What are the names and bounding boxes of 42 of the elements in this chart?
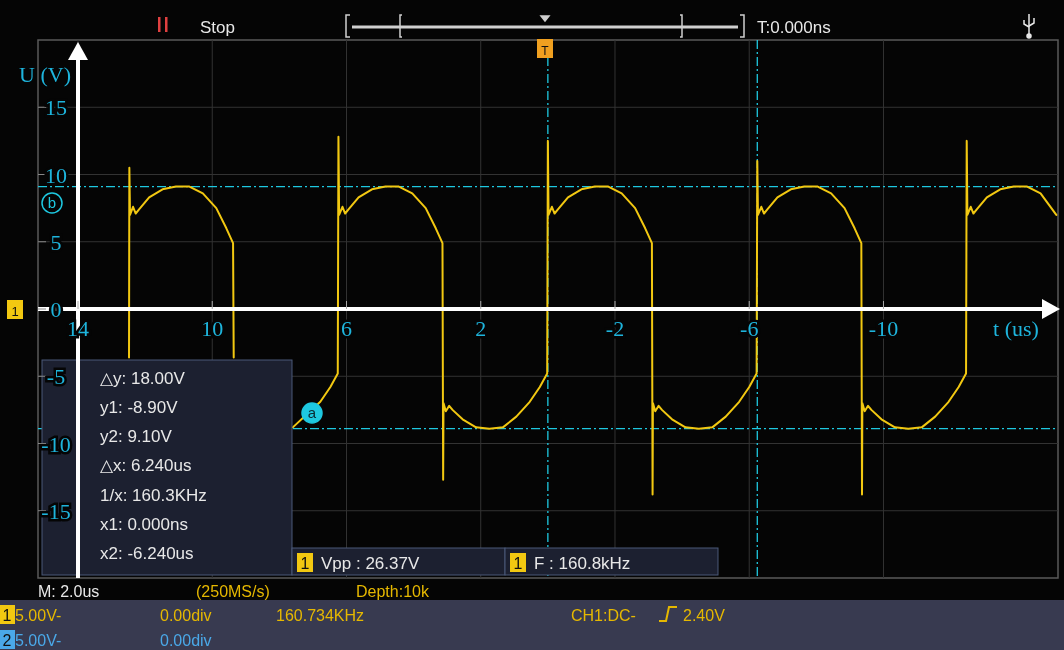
annotation: F : 160.8kHz bbox=[534, 554, 631, 573]
annotation: x1: 0.000ns bbox=[100, 515, 188, 534]
x-tick-label: 10 bbox=[201, 316, 224, 341]
annotation: 1/x: 160.3KHz bbox=[100, 486, 207, 505]
text: 0.00div bbox=[160, 632, 212, 649]
annotation: x2: -6.240us bbox=[100, 544, 194, 563]
text: Depth:10k bbox=[356, 583, 430, 600]
y-tick-label: 5 bbox=[50, 229, 62, 255]
text: 1 bbox=[2, 607, 12, 624]
annotation: y2: 9.10V bbox=[100, 427, 173, 446]
text: CH1:DC- bbox=[571, 607, 636, 624]
annotation: △y: 18.00V bbox=[100, 369, 186, 388]
text: 5.00V- bbox=[15, 632, 62, 649]
annotation: T bbox=[541, 44, 550, 58]
text: Stop bbox=[200, 18, 235, 37]
x-tick-label: -10 bbox=[868, 316, 899, 341]
x-tick-label: -2 bbox=[605, 316, 625, 341]
text: 1 bbox=[11, 304, 19, 319]
text: b bbox=[47, 194, 57, 211]
y-tick-label: 10 bbox=[45, 162, 67, 188]
annotation: y1: -8.90V bbox=[100, 398, 179, 417]
annotation: Vpp : 26.37V bbox=[321, 554, 420, 573]
text: 160.734KHz bbox=[276, 607, 365, 624]
annotation: △x: 6.240us bbox=[100, 456, 192, 475]
text: T:0.000ns bbox=[757, 18, 831, 37]
x-axis-title: t (us) bbox=[993, 316, 1039, 341]
y-tick-label: -10 bbox=[41, 431, 71, 457]
y-axis-title: U (V) bbox=[19, 62, 71, 87]
x-tick-label: 6 bbox=[340, 316, 352, 341]
x-tick-label: 2 bbox=[475, 316, 487, 341]
text: 2 bbox=[2, 632, 12, 649]
annotation: 1 bbox=[513, 555, 523, 572]
text: (250MS/s) bbox=[196, 583, 270, 600]
annotation: 1 bbox=[300, 555, 310, 572]
text: 5.00V- bbox=[15, 607, 62, 624]
y-tick-label: -15 bbox=[41, 498, 71, 524]
y-tick-label: 15 bbox=[45, 95, 67, 121]
y-tick-label: -5 bbox=[46, 364, 66, 390]
text: 2.40V bbox=[683, 607, 726, 624]
annotation: a bbox=[307, 404, 317, 421]
text: M: 2.0us bbox=[38, 583, 100, 600]
text: 0.00div bbox=[160, 607, 212, 624]
